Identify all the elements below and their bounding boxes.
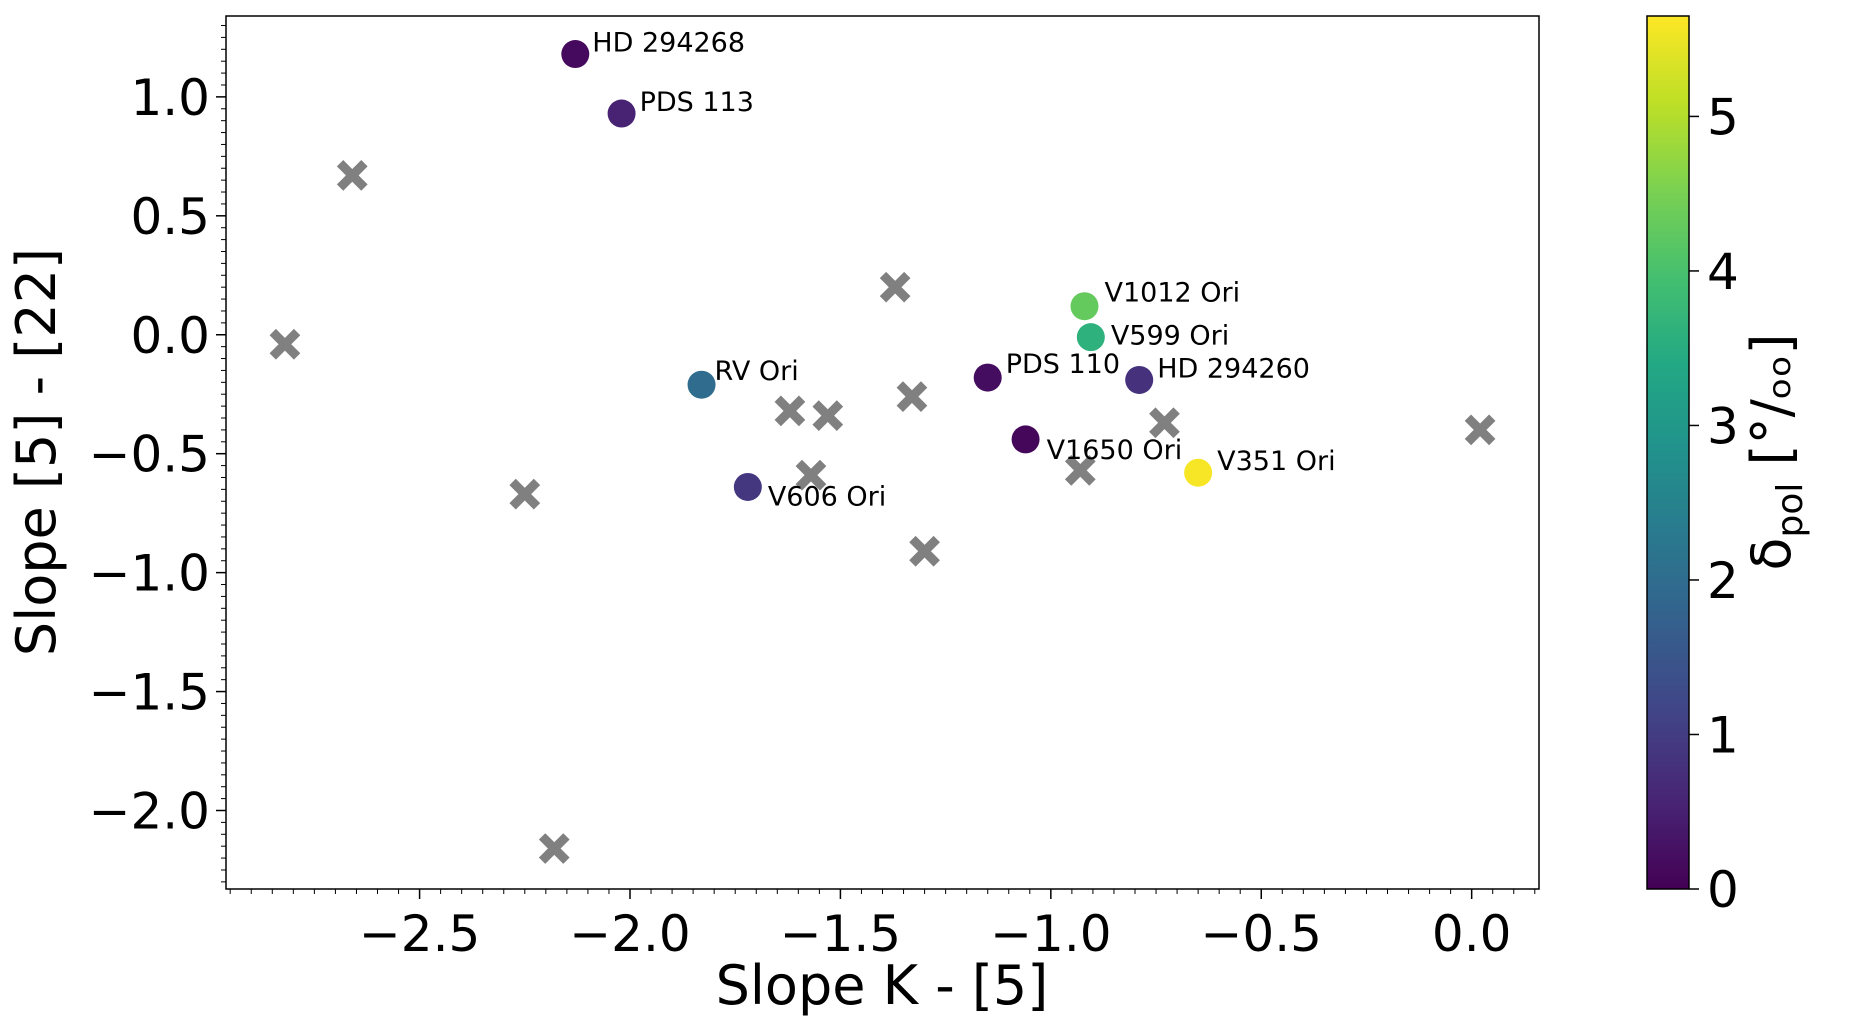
colored-point xyxy=(1076,323,1105,352)
y-tick-label: 0.5 xyxy=(130,188,210,246)
x-marker-point xyxy=(879,271,911,303)
x-marker-stroke xyxy=(896,381,928,412)
x-tick-label: −2.5 xyxy=(359,905,480,963)
x-tick-label: −1.5 xyxy=(780,905,901,963)
x-marker-stroke xyxy=(795,459,827,491)
colorbar-tick-label: 5 xyxy=(1707,88,1739,146)
colorbar-tick-label: 1 xyxy=(1707,706,1739,764)
y-tick-label: −1.0 xyxy=(89,545,210,603)
x-marker-stroke xyxy=(1064,454,1096,486)
x-tick-label: −2.0 xyxy=(569,905,690,963)
x-marker-stroke xyxy=(509,478,541,510)
x-marker-point xyxy=(1149,407,1180,439)
x-tick-label: −1.0 xyxy=(990,905,1111,963)
y-axis-title: Slope [5] - [22] xyxy=(5,248,68,656)
x-axis-title: Slope K - [5] xyxy=(716,954,1049,1017)
point-label: V351 Ori xyxy=(1217,446,1335,477)
y-tick-label: −0.5 xyxy=(89,426,210,484)
plot-frame xyxy=(225,15,1540,890)
point-label: V606 Ori xyxy=(768,481,886,512)
x-tick-label: 0.0 xyxy=(1432,905,1512,963)
x-marker-stroke xyxy=(1464,414,1496,446)
colored-point xyxy=(973,363,1002,392)
x-marker-point xyxy=(269,328,301,360)
y-tick-label: 1.0 xyxy=(130,69,210,127)
x-marker-point xyxy=(538,833,570,864)
colorbar-tick-label: 3 xyxy=(1707,397,1739,455)
colored-point xyxy=(1184,458,1213,487)
colored-point xyxy=(1070,292,1099,321)
x-tick-label: −0.5 xyxy=(1201,905,1322,963)
x-marker-point xyxy=(774,395,806,427)
x-marker-point xyxy=(1464,414,1496,446)
x-marker-stroke xyxy=(538,833,570,864)
point-label: V599 Ori xyxy=(1111,321,1229,352)
colorbar-title-subscript: pol xyxy=(1770,483,1811,538)
y-tick-label: −1.5 xyxy=(89,664,210,722)
colorbar-title-units: [°/ₒₒ] xyxy=(1740,333,1803,482)
x-marker-stroke xyxy=(774,395,806,427)
x-marker-point xyxy=(1064,454,1096,486)
colored-point xyxy=(1011,425,1040,454)
x-marker-stroke xyxy=(1149,407,1180,439)
x-marker-point xyxy=(509,478,541,510)
colored-point xyxy=(607,99,636,128)
x-marker-point xyxy=(336,160,368,191)
point-label: V1012 Ori xyxy=(1105,278,1241,309)
colorbar-title-symbol: δ xyxy=(1740,538,1803,571)
x-marker-point xyxy=(795,459,827,491)
x-marker-point xyxy=(812,400,844,431)
y-tick-label: 0.0 xyxy=(130,307,210,365)
y-tick-label: −2.0 xyxy=(89,783,210,841)
x-marker-stroke xyxy=(336,160,368,191)
colorbar-tick-label: 4 xyxy=(1707,243,1739,301)
x-marker-point xyxy=(896,381,928,412)
x-marker-stroke xyxy=(269,328,301,360)
colorbar-title: δpol [°/ₒₒ] xyxy=(1740,333,1811,570)
colorbar-tick-label: 0 xyxy=(1707,861,1739,919)
colored-point xyxy=(687,370,716,399)
point-label: RV Ori xyxy=(715,356,799,387)
x-marker-point xyxy=(909,535,940,567)
point-label: HD 294268 xyxy=(592,28,745,59)
point-label: PDS 113 xyxy=(640,87,754,118)
point-label: HD 294260 xyxy=(1157,353,1310,384)
x-marker-stroke xyxy=(879,271,911,303)
x-marker-stroke xyxy=(909,535,940,567)
point-label: PDS 110 xyxy=(1006,349,1120,380)
colored-point xyxy=(1125,365,1154,394)
colorbar xyxy=(1646,15,1690,890)
x-marker-stroke xyxy=(812,400,844,431)
point-label: V1650 Ori xyxy=(1047,435,1183,466)
colored-point xyxy=(561,40,590,69)
colorbar-tick-label: 2 xyxy=(1707,552,1739,610)
colored-point xyxy=(733,472,762,501)
